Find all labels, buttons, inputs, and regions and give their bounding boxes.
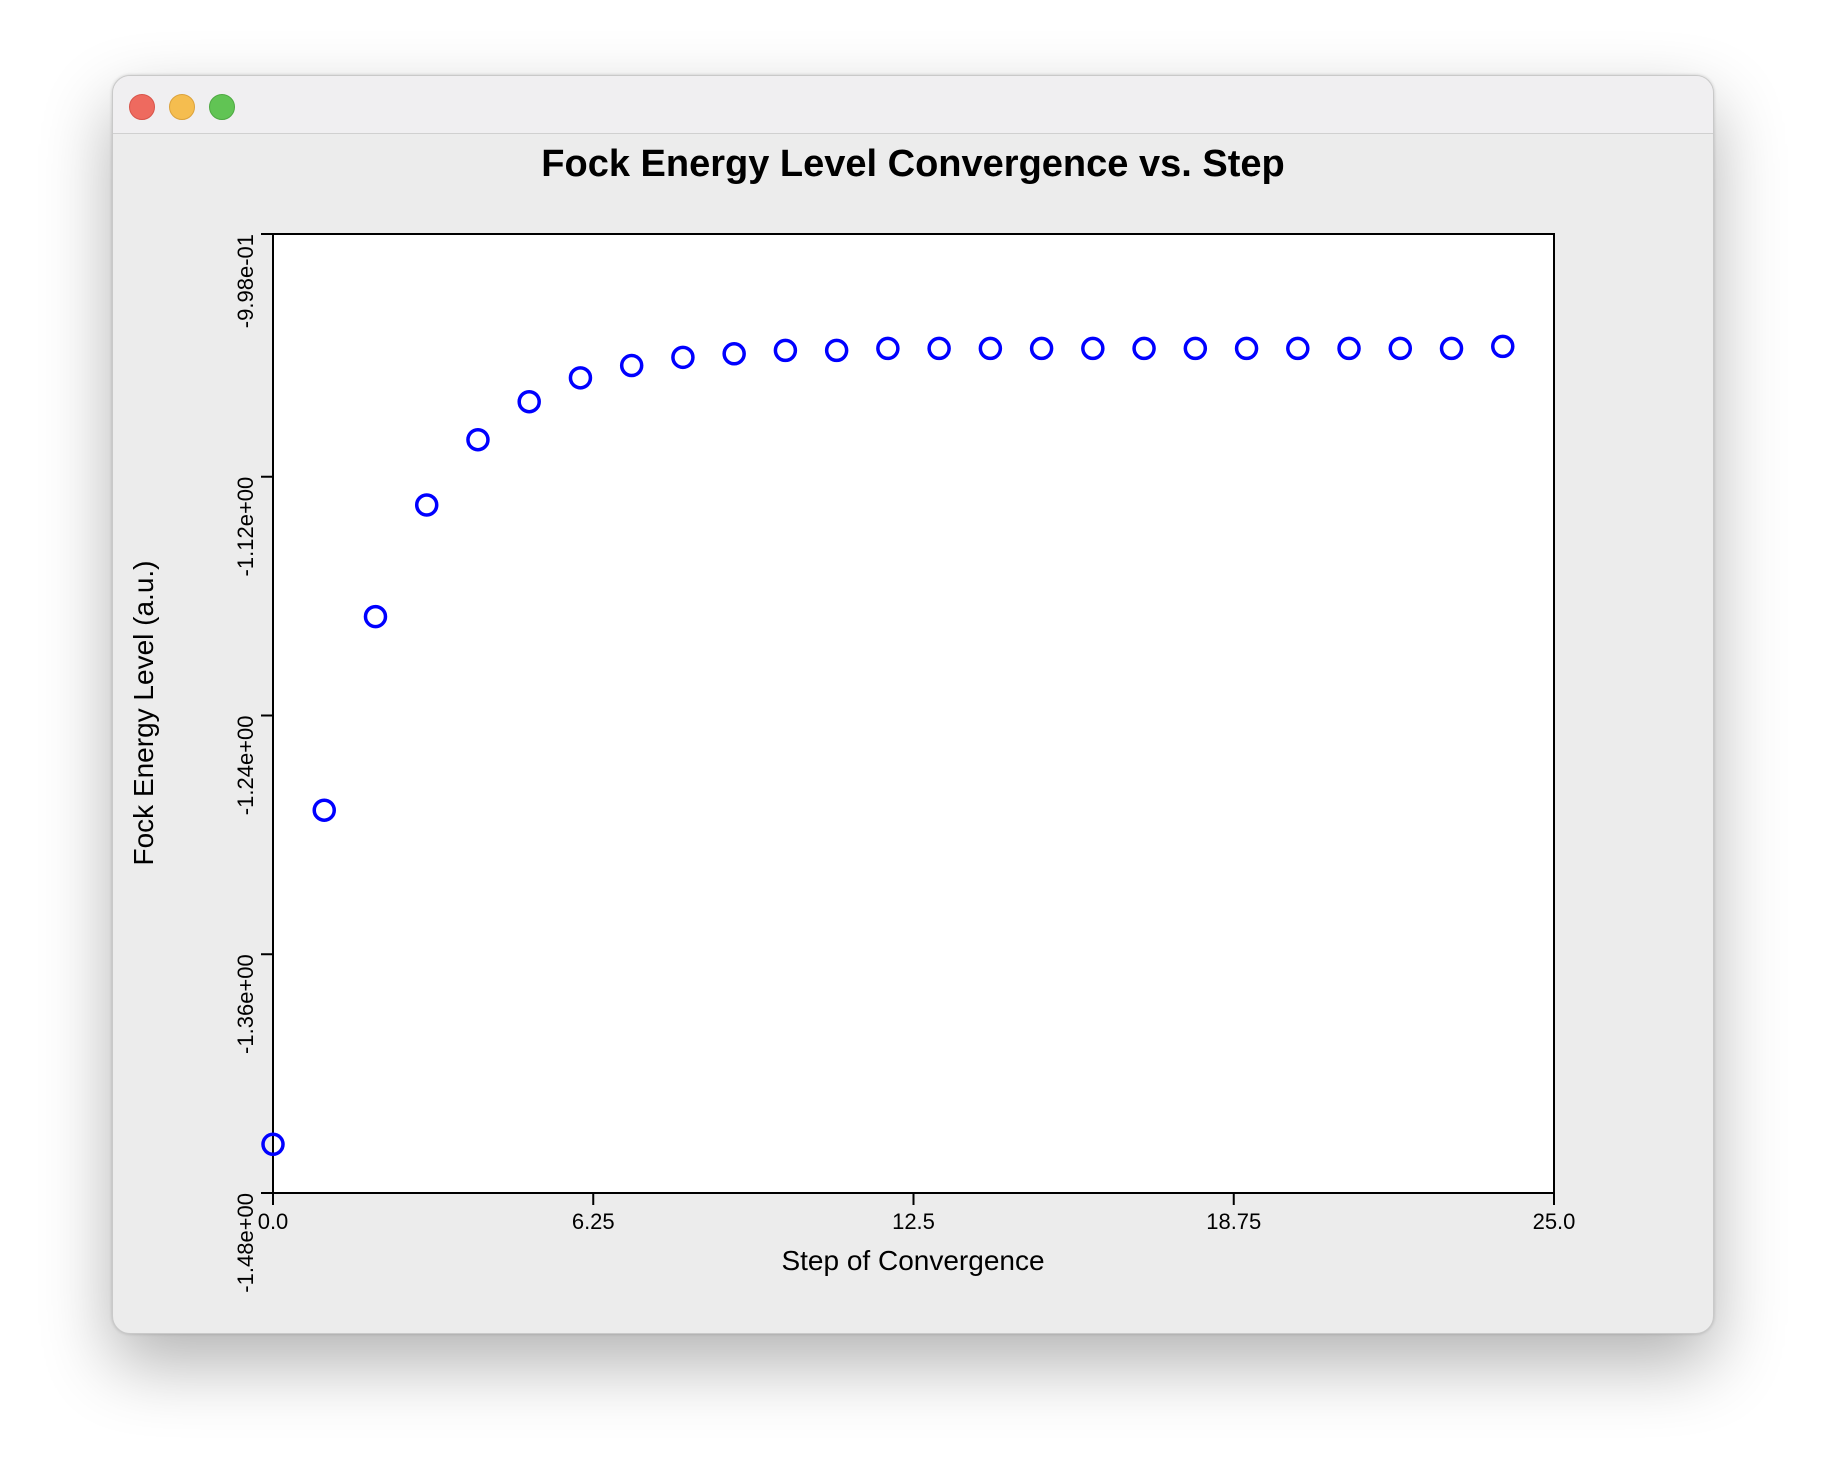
y-axis-label: Fock Energy Level (a.u.) — [128, 560, 159, 865]
data-point — [414, 493, 439, 517]
minimize-window-button[interactable] — [169, 94, 195, 120]
chart-area: Fock Energy Level Convergence vs. Step 0… — [113, 134, 1713, 1333]
chart-title: Fock Energy Level Convergence vs. Step — [541, 143, 1284, 185]
plot-area — [272, 233, 1555, 1194]
data-point — [261, 1132, 285, 1157]
data-point — [1183, 336, 1208, 361]
x-axis-ticks: 0.0 6.25 12.5 18.75 25.0 — [258, 1193, 1576, 1234]
window-titlebar[interactable] — [113, 76, 1713, 134]
data-points — [261, 334, 1515, 1157]
data-point — [927, 336, 951, 361]
data-point — [1029, 336, 1054, 361]
y-tick-label: -1.12e+00 — [233, 477, 258, 577]
x-tick-label: 25.0 — [1533, 1209, 1576, 1234]
data-point — [466, 427, 490, 452]
zoom-window-button[interactable] — [209, 94, 235, 120]
data-point — [978, 336, 1003, 361]
x-tick-label: 0.0 — [258, 1209, 289, 1234]
data-point — [1234, 336, 1259, 361]
data-point — [1439, 336, 1464, 361]
app-window: Fock Energy Level Convergence vs. Step 0… — [112, 75, 1714, 1334]
x-tick-label: 12.5 — [892, 1209, 935, 1234]
data-point — [363, 604, 388, 629]
y-axis-ticks: -1.48e+00 -1.36e+00 -1.24e+00 -1.12e+00 -9.9… — [233, 233, 273, 1293]
close-window-button[interactable] — [129, 94, 155, 120]
x-axis-label: Step of Convergence — [781, 1245, 1044, 1276]
y-tick-label: -1.48e+00 — [233, 1193, 258, 1293]
data-point — [1132, 336, 1156, 361]
y-tick-label: -1.36e+00 — [233, 954, 258, 1054]
x-tick-label: 6.25 — [572, 1209, 615, 1234]
data-point — [876, 336, 900, 361]
data-point — [1081, 336, 1105, 361]
data-point — [568, 366, 593, 390]
y-tick-label: -9.98e-01 — [233, 234, 258, 328]
data-point — [824, 338, 849, 363]
data-point — [1388, 336, 1413, 361]
data-point — [1337, 336, 1361, 361]
data-point — [773, 338, 798, 363]
data-point — [619, 353, 644, 378]
data-point — [722, 342, 746, 366]
data-point — [312, 798, 336, 822]
data-point — [517, 389, 541, 414]
x-tick-label: 18.75 — [1206, 1209, 1261, 1234]
y-tick-label: -1.24e+00 — [233, 715, 258, 815]
data-point — [671, 345, 695, 370]
data-point — [1286, 336, 1310, 361]
scatter-chart: Fock Energy Level Convergence vs. Step 0… — [128, 143, 1576, 1293]
data-point — [1491, 334, 1515, 359]
